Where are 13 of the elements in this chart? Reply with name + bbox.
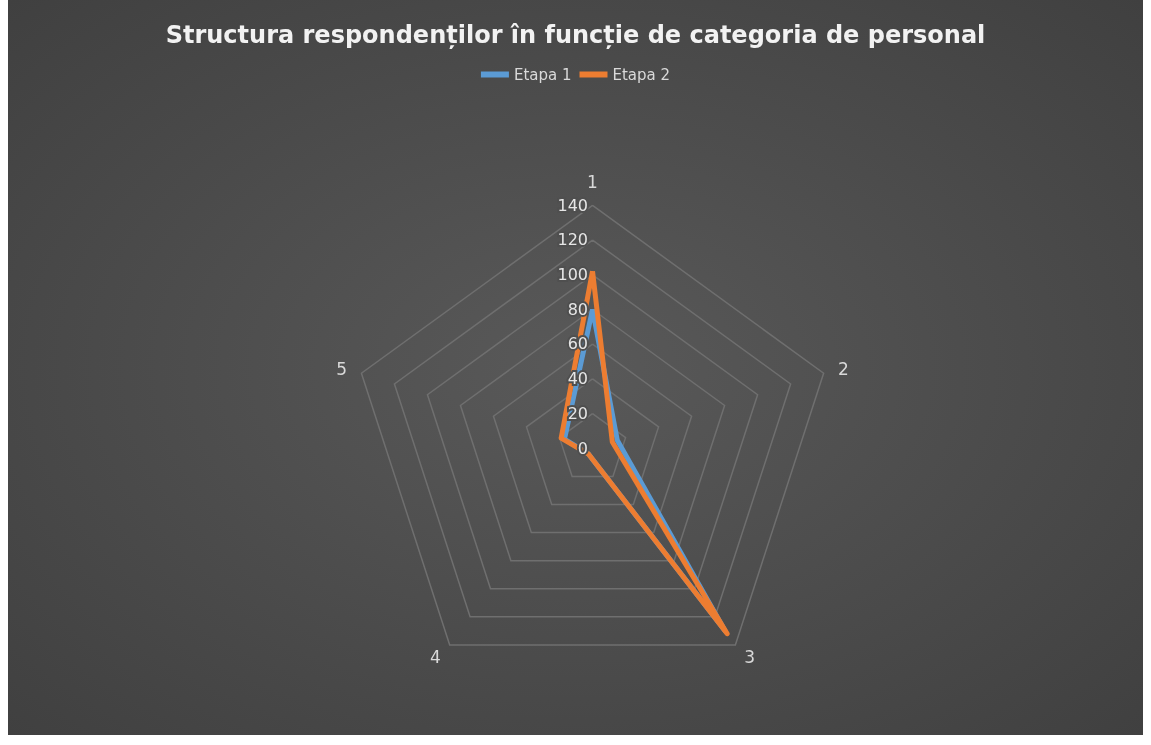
y-tick-label: 120 (557, 230, 588, 250)
y-tick-label: 100 (557, 264, 588, 284)
y-tick-label: 40 (567, 369, 588, 389)
spoke-label: 3 (744, 647, 755, 668)
y-tick-label: 60 (567, 334, 588, 354)
spoke-label: 2 (837, 358, 849, 379)
legend-label: Etapa 1 (513, 65, 572, 84)
chart-title: Structura respondenților în funcție de categoria de personal (165, 21, 986, 49)
spoke-label: 4 (430, 647, 441, 668)
spoke-label: 5 (336, 358, 348, 379)
legend-label: Etapa 2 (612, 65, 671, 84)
spoke-label: 1 (587, 171, 598, 192)
y-tick-label: 140 (557, 195, 588, 215)
